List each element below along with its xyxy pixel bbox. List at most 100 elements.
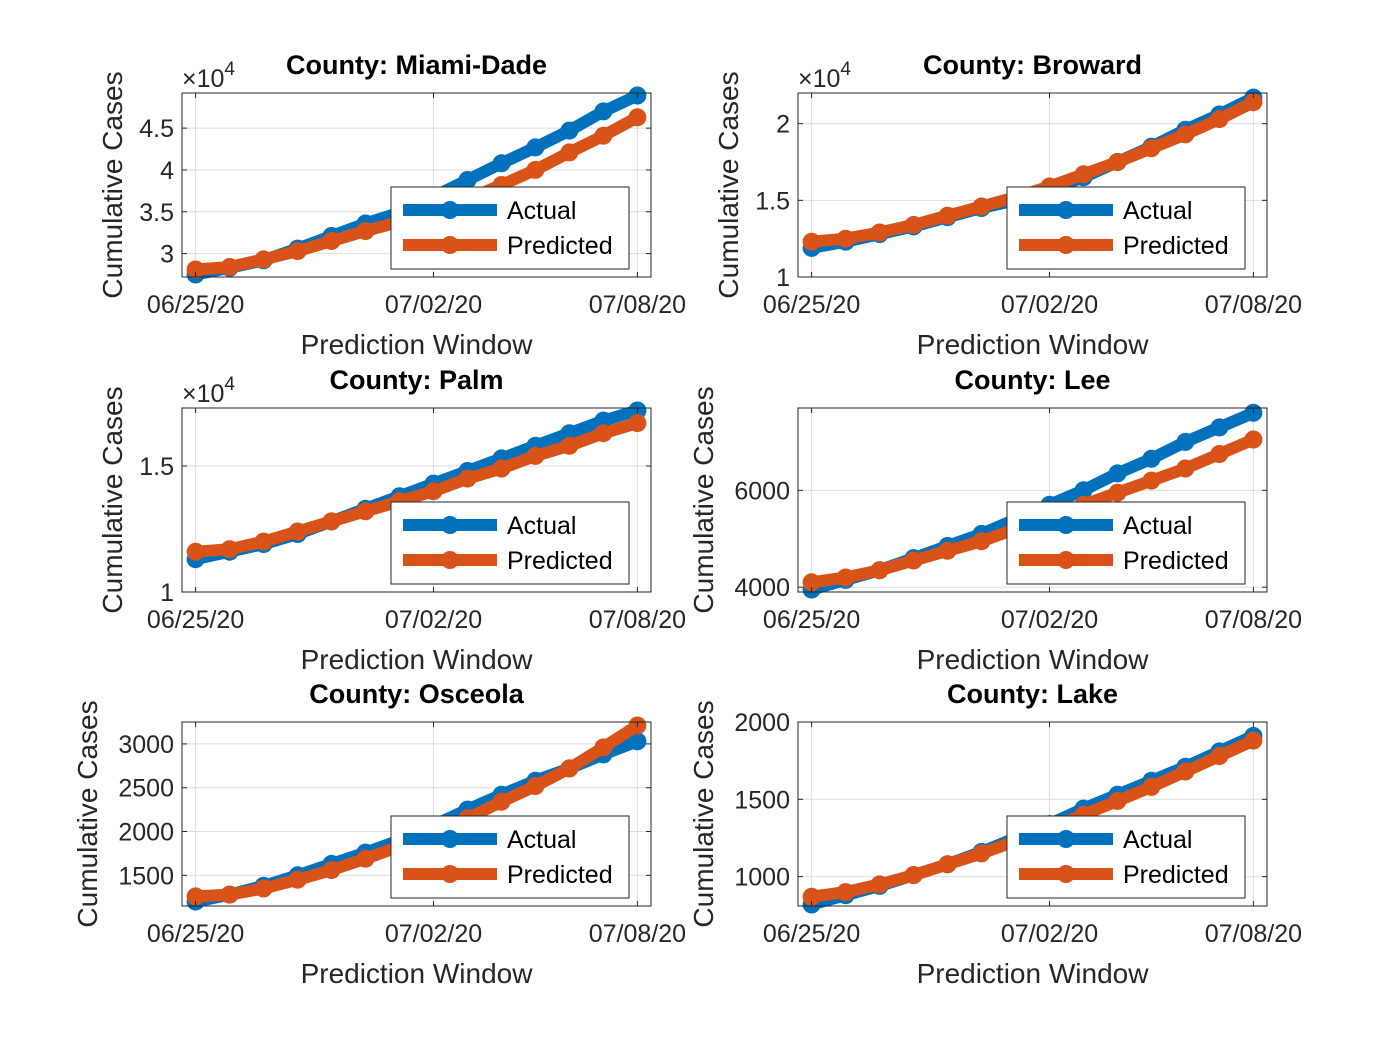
x-tick-label: 06/25/20 <box>147 606 244 634</box>
legend-box <box>1006 186 1246 270</box>
data-point-predicted <box>254 879 273 898</box>
y-axis-label: Cumulative Cases <box>688 700 719 927</box>
subplot-3: 06/25/20 07/02/20 07/08/20 1 1.5 ×104 County: … <box>97 365 686 675</box>
legend-label: Actual <box>507 826 576 854</box>
legend-swatch-marker <box>1057 516 1075 534</box>
data-point-predicted <box>1108 483 1127 502</box>
legend: Actual Predicted <box>390 501 630 585</box>
y-tick-label: 4.5 <box>139 115 174 143</box>
y-tick-label: 6000 <box>734 477 790 505</box>
chart-title: County: Lee <box>954 365 1110 395</box>
data-point-predicted <box>972 197 991 216</box>
data-point-predicted <box>938 206 957 225</box>
data-point-predicted <box>492 792 511 811</box>
y-tick-label: 1500 <box>734 786 790 814</box>
legend-label: Actual <box>1123 197 1192 225</box>
data-point-predicted <box>254 250 273 269</box>
y-tick-label: 2 <box>776 111 790 139</box>
data-point-predicted <box>938 855 957 874</box>
y-tick-label: 2000 <box>734 709 790 737</box>
data-point-predicted <box>628 414 647 433</box>
data-point-predicted <box>186 542 205 561</box>
exponent-power: 4 <box>840 59 851 80</box>
data-point-predicted <box>1210 445 1229 463</box>
subplot-6: 06/25/20 07/02/20 07/08/20 1000 1500 2000 Coun… <box>688 679 1302 989</box>
data-point-predicted <box>1244 93 1263 112</box>
axis-exponent-label: ×104 <box>182 59 235 93</box>
x-tick-label: 07/02/20 <box>1001 291 1098 319</box>
data-point-predicted <box>560 436 579 455</box>
x-tick-label: 07/08/20 <box>589 920 686 948</box>
data-point-actual <box>594 102 613 121</box>
legend-label: Actual <box>507 512 576 540</box>
data-point-actual <box>594 411 613 430</box>
x-tick-label: 07/02/20 <box>385 920 482 948</box>
x-axis-label: Prediction Window <box>917 644 1150 675</box>
y-axis-label: Cumulative Cases <box>97 71 128 298</box>
data-point-predicted <box>628 108 647 127</box>
exponent-base: ×10 <box>182 380 224 408</box>
data-point-predicted <box>186 887 205 906</box>
legend-label: Actual <box>507 197 576 225</box>
data-point-predicted <box>870 561 889 580</box>
data-point-predicted <box>526 160 545 179</box>
y-tick-label: 1.5 <box>139 453 174 481</box>
x-tick-label: 06/25/20 <box>763 606 860 634</box>
data-point-actual <box>1108 464 1127 483</box>
data-point-predicted <box>972 532 991 551</box>
y-axis-label: Cumulative Cases <box>97 386 128 613</box>
legend-label: Actual <box>1123 512 1192 540</box>
axes-box <box>181 407 652 593</box>
data-point-predicted <box>322 512 341 531</box>
legend-label: Actual <box>1123 826 1192 854</box>
data-point-predicted <box>288 870 307 889</box>
x-tick-label: 06/25/20 <box>147 291 244 319</box>
legend-swatch-marker <box>441 516 459 534</box>
legend-box <box>390 501 630 585</box>
data-point-predicted <box>356 849 375 868</box>
legend-label: Predicted <box>507 547 613 575</box>
y-tick-label: 1 <box>776 264 790 292</box>
data-point-predicted <box>1176 762 1195 781</box>
legend-label: Predicted <box>1123 861 1229 889</box>
y-axis-label: Cumulative Cases <box>72 700 103 927</box>
data-point-predicted <box>1142 471 1161 490</box>
data-point-predicted <box>560 759 579 778</box>
x-axis-label: Prediction Window <box>301 958 534 989</box>
chart-title: County: Lake <box>947 679 1118 709</box>
x-tick-label: 07/02/20 <box>1001 606 1098 634</box>
legend-swatch-marker <box>441 830 459 848</box>
data-point-predicted <box>594 424 613 443</box>
chart-title: County: Broward <box>923 50 1142 80</box>
data-point-predicted <box>938 541 957 560</box>
data-point-predicted <box>1108 791 1127 810</box>
data-point-predicted <box>492 459 511 478</box>
axes-box <box>797 721 1268 907</box>
x-tick-label: 07/02/20 <box>385 606 482 634</box>
legend-label: Predicted <box>1123 232 1229 260</box>
x-tick-label: 06/25/20 <box>147 920 244 948</box>
exponent-base: ×10 <box>798 65 840 93</box>
data-point-predicted <box>904 215 923 234</box>
data-point-predicted <box>594 738 613 757</box>
data-point-predicted <box>526 777 545 795</box>
data-point-predicted <box>254 532 273 551</box>
legend-label: Predicted <box>1123 547 1229 575</box>
exponent-power: 4 <box>224 374 235 395</box>
data-point-predicted <box>424 482 443 501</box>
data-point-predicted <box>594 126 613 145</box>
data-point-predicted <box>560 143 579 162</box>
data-point-actual <box>1176 432 1195 451</box>
y-tick-label: 3 <box>160 241 174 269</box>
data-point-predicted <box>1142 777 1161 796</box>
subplot-4: 06/25/20 07/02/20 07/08/20 4000 6000 County: … <box>688 365 1302 675</box>
data-point-predicted <box>904 866 923 885</box>
axis-exponent-label: ×104 <box>182 374 235 408</box>
data-point-predicted <box>356 222 375 240</box>
data-point-predicted <box>220 885 239 904</box>
axes-box <box>797 407 1268 593</box>
x-axis-label: Prediction Window <box>917 329 1150 360</box>
legend-label: Predicted <box>507 232 613 260</box>
